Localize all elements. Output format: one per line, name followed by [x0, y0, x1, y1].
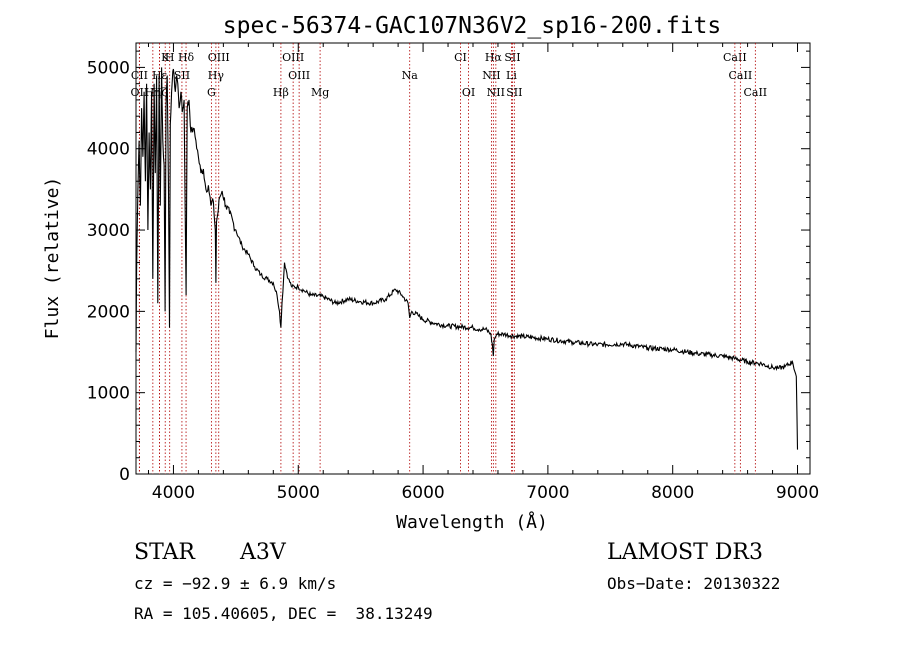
axis-ticks: 4000 5000 6000 7000 8000 9000 0 1000 2000 3000 400…: [87, 43, 819, 503]
spectral-line-label: H: [165, 51, 175, 64]
spectral-line-label: CaII: [743, 86, 767, 99]
ra-dec: RA = 105.40605, DEC = 38.13249: [134, 604, 433, 623]
x-tick-label: 7000: [526, 483, 569, 503]
obs-date: Obs−Date: 20130322: [607, 574, 781, 593]
object-class: STAR: [134, 540, 195, 565]
spectral-line-label: Mg: [311, 86, 329, 99]
plot-frame: [135, 42, 811, 475]
y-axis-label: Flux (relative): [42, 177, 63, 340]
spectrum-series-line: [135, 67, 799, 450]
y-tick-label: 1000: [87, 384, 130, 404]
spectral-line-label: SII: [506, 86, 522, 99]
y-tick-label: 4000: [87, 140, 130, 160]
spectral-line-label: SII: [504, 51, 520, 64]
y-tick-label: 0: [119, 465, 130, 485]
spectral-line-label: SII: [174, 69, 190, 82]
spectral-line-label: CaII: [723, 51, 747, 64]
x-tick-label: 9000: [776, 483, 819, 503]
spectral-line-label: OIII: [282, 51, 304, 64]
x-axis-label: Wavelength (Å): [396, 511, 548, 533]
spectral-line-label: Hα: [485, 51, 503, 64]
spectral-line-label: Li: [506, 69, 517, 82]
x-tick-label: 8000: [651, 483, 694, 503]
y-tick-label: 3000: [87, 221, 130, 241]
spectral-line-label: Hβ: [273, 86, 289, 99]
spectral-line-label: CaII: [729, 69, 753, 82]
redshift-cz: cz = −92.9 ± 6.9 km/s: [134, 574, 337, 593]
object-subclass: A3V: [240, 540, 286, 565]
spectral-line-label: NII: [487, 86, 505, 99]
x-tick-label: 5000: [277, 483, 320, 503]
spectral-line-label: NII: [482, 69, 500, 82]
spectral-line-label: G: [207, 86, 216, 99]
spectral-line-label: OIII: [208, 51, 230, 64]
spectral-line-label: OI: [462, 86, 475, 99]
spectral-line-label: Hγ: [208, 69, 225, 82]
x-tick-label: 6000: [401, 483, 444, 503]
spectrum-chart: spec-56374-GAC107N36V2_sp16-200.fits HK H…: [42, 13, 819, 533]
x-tick-label: 4000: [152, 483, 195, 503]
spectral-line-label: CI: [454, 51, 467, 64]
spectral-line-label: Na: [402, 69, 419, 82]
y-tick-label: 2000: [87, 302, 130, 322]
spectral-line-label: K: [161, 51, 170, 64]
spectral-line-label: Hδ: [178, 51, 195, 64]
y-tick-label: 5000: [87, 58, 130, 78]
chart-title: spec-56374-GAC107N36V2_sp16-200.fits: [223, 13, 722, 39]
spectral-line-label: OIII: [288, 69, 310, 82]
survey-name: LAMOST DR3: [607, 540, 763, 565]
